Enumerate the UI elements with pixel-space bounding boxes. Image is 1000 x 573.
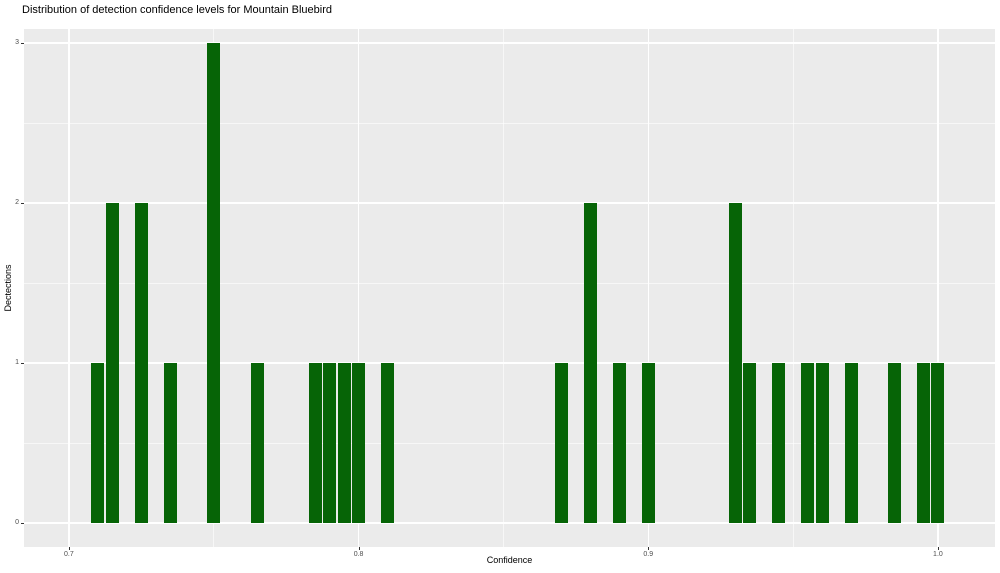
histogram-bar [887, 363, 901, 523]
histogram-bar [207, 43, 221, 523]
gridline-major-vertical [357, 29, 360, 547]
x-axis-tick-mark [937, 547, 939, 550]
histogram-bar [250, 363, 264, 523]
x-axis-tick-label: 0.9 [643, 551, 654, 558]
histogram-bar [381, 363, 395, 523]
y-axis-tick-label: 0 [15, 519, 19, 526]
histogram-bar [772, 363, 786, 523]
histogram-bar [163, 363, 177, 523]
gridline-minor-horizontal [24, 122, 995, 124]
x-axis-title: Confidence [486, 555, 533, 565]
x-axis-tick-mark [648, 547, 650, 550]
gridline-minor-vertical [502, 29, 504, 547]
histogram-bar [916, 363, 930, 523]
histogram-bar [352, 363, 366, 523]
histogram-bar [323, 363, 337, 523]
gridline-major-vertical [68, 29, 70, 547]
gridline-minor-horizontal [24, 282, 995, 284]
histogram-bar [91, 363, 105, 523]
y-axis-tick-mark [21, 363, 24, 364]
gridline-major-horizontal [24, 202, 995, 204]
gridline-major-horizontal [24, 522, 995, 524]
y-axis-tick-label: 3 [15, 39, 19, 46]
gridline-minor-vertical [792, 29, 794, 547]
x-axis-tick-label: 0.7 [64, 551, 74, 558]
x-axis-tick-mark [358, 547, 360, 550]
histogram-bar [844, 363, 858, 523]
x-axis-tick-mark [68, 547, 70, 550]
plot-panel [24, 29, 995, 547]
histogram-bar [612, 363, 626, 523]
gridline-major-vertical [937, 29, 939, 547]
y-axis-tick-label: 2 [15, 199, 19, 206]
histogram-bar [641, 363, 655, 523]
histogram-bar [801, 363, 815, 523]
histogram-bar [554, 363, 568, 523]
histogram-bar [728, 203, 742, 523]
y-axis-title: Dectections [3, 264, 13, 312]
histogram-bar [743, 363, 757, 523]
gridline-major-horizontal [24, 42, 995, 44]
histogram-bar [134, 203, 148, 523]
histogram-bar [815, 363, 829, 523]
x-axis-tick-label: 1.0 [933, 551, 943, 558]
chart-title: Distribution of detection confidence lev… [22, 4, 333, 16]
histogram-bar [931, 363, 945, 523]
gridline-major-vertical [647, 29, 649, 547]
histogram-bar [583, 203, 597, 523]
y-axis-tick-mark [21, 523, 24, 524]
y-axis-tick-label: 1 [15, 359, 19, 366]
histogram-bar [105, 203, 119, 523]
gridline-major-horizontal [24, 362, 995, 364]
x-axis-tick-label: 0.8 [353, 551, 364, 558]
y-axis-tick-mark [21, 203, 24, 204]
gridline-minor-horizontal [24, 442, 995, 444]
histogram-bar [308, 363, 322, 523]
histogram-bar [337, 363, 351, 523]
y-axis-tick-mark [21, 43, 24, 44]
